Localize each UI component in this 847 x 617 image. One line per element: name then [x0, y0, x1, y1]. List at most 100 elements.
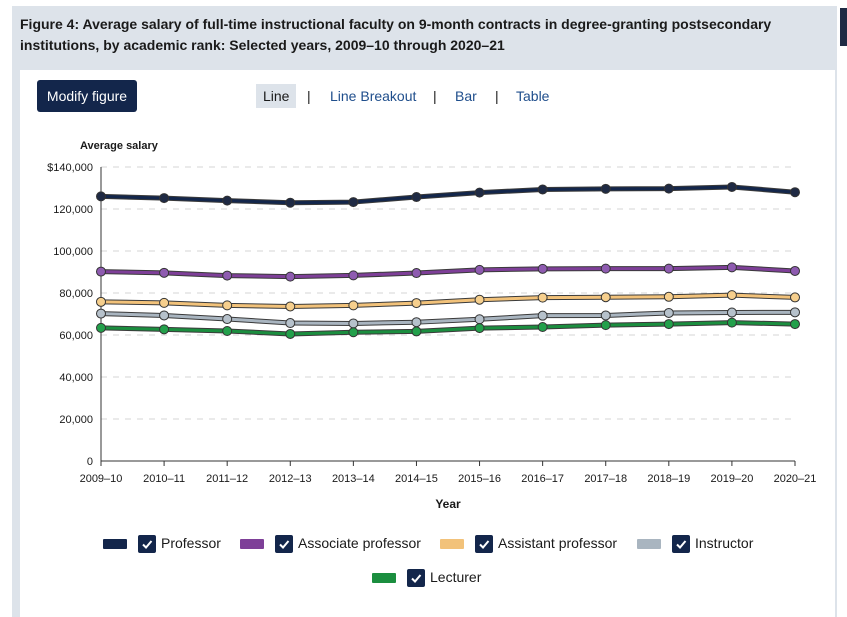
legend-label: Lecturer [430, 569, 482, 585]
data-point [663, 319, 674, 330]
data-point [726, 262, 737, 273]
data-point [663, 183, 674, 194]
data-point [285, 301, 296, 312]
data-point [537, 322, 548, 333]
x-tick-label: 2019–20 [710, 473, 753, 485]
check-icon [142, 540, 153, 549]
check-icon [676, 540, 687, 549]
y-tick-label: 100,000 [53, 246, 93, 258]
x-tick-label: 2013–14 [332, 473, 375, 485]
legend-item[interactable]: Instructor [637, 535, 847, 553]
data-point [411, 192, 422, 203]
tab-separator: | [433, 88, 437, 104]
data-point [600, 263, 611, 274]
legend-label: Professor [161, 535, 221, 551]
data-point [411, 317, 422, 328]
y-tick-label: 60,000 [59, 330, 93, 342]
data-point [663, 263, 674, 274]
tab-table[interactable]: Table [516, 88, 550, 104]
data-point [537, 184, 548, 195]
data-point [222, 300, 233, 311]
data-point [348, 300, 359, 311]
tab-separator: | [495, 88, 499, 104]
legend-swatch [372, 573, 396, 583]
data-point [790, 187, 800, 198]
x-axis-title: Year [435, 497, 461, 511]
tab-line-breakout[interactable]: Line Breakout [330, 88, 417, 104]
legend-label: Instructor [695, 535, 754, 551]
data-point [222, 195, 233, 206]
data-point [96, 296, 106, 307]
data-point [222, 314, 233, 325]
data-point [474, 264, 485, 275]
data-point [726, 307, 737, 318]
data-point [411, 326, 422, 337]
data-point [474, 294, 485, 305]
data-point [537, 310, 548, 321]
legend-swatch [637, 539, 661, 549]
chart-card [20, 70, 835, 617]
y-tick-label: 0 [87, 456, 93, 468]
data-point [790, 319, 800, 330]
data-point [285, 318, 296, 329]
tab-line[interactable]: Line [256, 84, 297, 108]
legend-checkbox[interactable] [275, 535, 293, 553]
series-line-assistant-professor [100, 293, 796, 308]
data-point [348, 270, 359, 281]
data-point [790, 307, 800, 318]
x-tick-label: 2009–10 [80, 473, 123, 485]
legend-label: Associate professor [298, 535, 421, 551]
data-point [159, 324, 170, 335]
y-tick-label: $140,000 [47, 162, 93, 174]
data-point [600, 310, 611, 321]
tab-separator: | [307, 88, 311, 104]
data-point [474, 187, 485, 198]
data-point [474, 314, 485, 325]
y-axis-title: Average salary [80, 140, 159, 152]
data-point [663, 307, 674, 318]
series-line-instructor [100, 310, 796, 325]
data-point [726, 290, 737, 301]
legend-item[interactable]: Professor [103, 535, 323, 553]
tab-bar[interactable]: Bar [455, 88, 477, 104]
data-point [474, 323, 485, 334]
legend-item[interactable]: Associate professor [240, 535, 460, 553]
data-point [96, 191, 106, 202]
x-tick-label: 2016–17 [521, 473, 564, 485]
legend-checkbox[interactable] [475, 535, 493, 553]
legend-swatch [103, 539, 127, 549]
modify-figure-button[interactable]: Modify figure [37, 80, 137, 112]
y-tick-label: 80,000 [59, 288, 93, 300]
data-point [348, 327, 359, 338]
check-icon [479, 540, 490, 549]
x-tick-label: 2017–18 [584, 473, 627, 485]
data-point [663, 291, 674, 302]
data-point [600, 320, 611, 331]
check-icon [279, 540, 290, 549]
y-tick-label: 40,000 [59, 372, 93, 384]
data-point [726, 317, 737, 328]
data-point [222, 326, 233, 337]
legend-checkbox[interactable] [672, 535, 690, 553]
y-tick-label: 20,000 [59, 414, 93, 426]
series-line-lecturer [100, 321, 796, 336]
legend-checkbox[interactable] [407, 569, 425, 587]
x-tick-label: 2014–15 [395, 473, 438, 485]
data-point [790, 265, 800, 276]
data-point [411, 268, 422, 279]
data-point [96, 308, 106, 319]
legend-item[interactable]: Lecturer [372, 569, 592, 587]
data-point [348, 318, 359, 329]
legend-checkbox[interactable] [138, 535, 156, 553]
series-line-professor [100, 185, 796, 205]
data-point [411, 298, 422, 309]
data-point [285, 197, 296, 208]
data-point [159, 267, 170, 278]
data-point [726, 181, 737, 192]
check-icon [411, 574, 422, 583]
data-point [285, 271, 296, 282]
legend-item[interactable]: Assistant professor [440, 535, 660, 553]
x-tick-label: 2020–21 [774, 473, 817, 485]
x-tick-label: 2015–16 [458, 473, 501, 485]
data-point [222, 270, 233, 281]
